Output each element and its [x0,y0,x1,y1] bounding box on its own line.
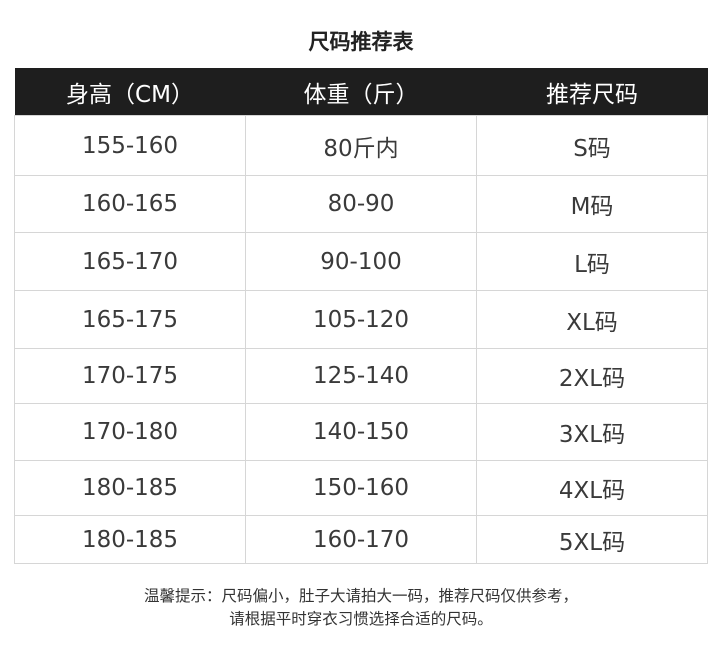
height-cell: 165-175 [14,290,246,349]
table-header-row: 身高（CM） 体重（斤） 推荐尺码 [14,68,708,116]
size-cell: 5XL码 [476,515,708,564]
table-row: 165-175 105-120 XL码 [14,290,708,349]
table-row: 155-160 80斤内 S码 [14,115,708,176]
header-height: 身高（CM） [14,68,246,116]
size-cell: L码 [476,232,708,291]
weight-cell: 80斤内 [245,115,477,176]
height-cell: 155-160 [14,115,246,176]
height-cell: 165-170 [14,232,246,291]
size-cell: 2XL码 [476,348,708,404]
size-cell: XL码 [476,290,708,349]
height-cell: 170-180 [14,403,246,461]
weight-cell: 80-90 [245,175,477,233]
table-row: 170-180 140-150 3XL码 [14,403,708,461]
weight-cell: 105-120 [245,290,477,349]
tip-line-1: 温馨提示：尺码偏小，肚子大请拍大一码，推荐尺码仅供参考， [143,587,578,605]
table-row: 165-170 90-100 L码 [14,232,708,291]
size-cell: 4XL码 [476,460,708,516]
weight-cell: 140-150 [245,403,477,461]
height-cell: 170-175 [14,348,246,404]
weight-cell: 90-100 [245,232,477,291]
size-cell: M码 [476,175,708,233]
header-weight: 体重（斤） [245,68,477,116]
size-cell: 3XL码 [476,403,708,461]
table-row: 180-185 160-170 5XL码 [14,515,708,564]
page-title: 尺码推荐表 [308,30,414,54]
weight-cell: 125-140 [245,348,477,404]
height-cell: 180-185 [14,460,246,516]
header-size: 推荐尺码 [476,68,708,116]
size-chart-table: 身高（CM） 体重（斤） 推荐尺码 155-160 80斤内 S码 160-165 80… [14,68,708,564]
weight-cell: 150-160 [245,460,477,516]
height-cell: 160-165 [14,175,246,233]
table-row: 180-185 150-160 4XL码 [14,460,708,516]
table-row: 160-165 80-90 M码 [14,175,708,233]
table-row: 170-175 125-140 2XL码 [14,348,708,404]
weight-cell: 160-170 [245,515,477,564]
height-cell: 180-185 [14,515,246,564]
tip-line-2: 请根据平时穿衣习惯选择合适的尺码。 [229,610,493,628]
size-cell: S码 [476,115,708,176]
